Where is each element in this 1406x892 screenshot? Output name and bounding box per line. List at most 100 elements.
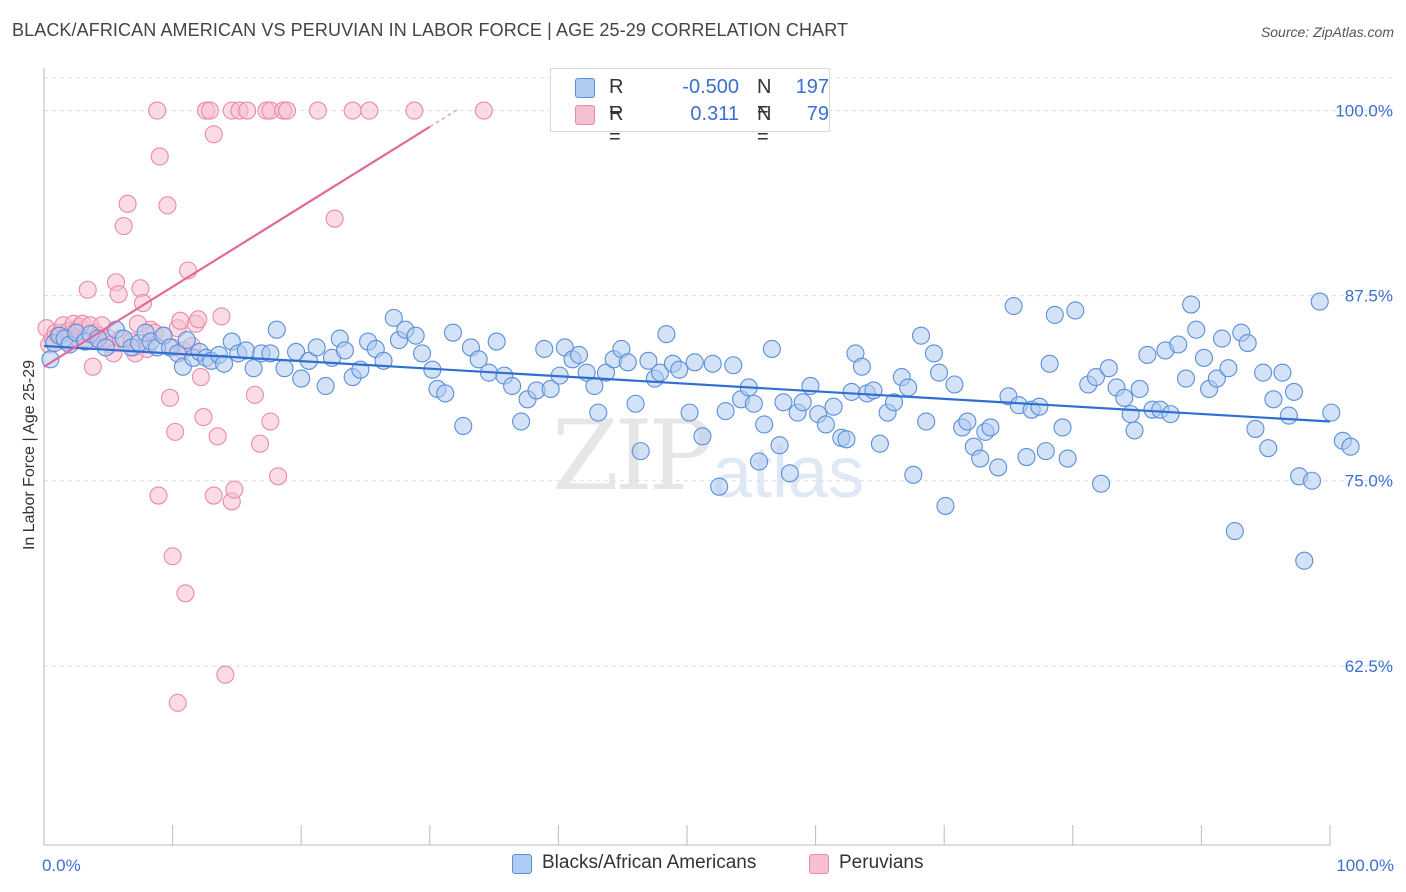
blacks-point [685,353,704,372]
blacks-point [1302,471,1322,490]
peruvians-point [158,196,177,215]
blacks-point [837,430,856,449]
peruvians-point [176,584,195,603]
peruvians-point [405,101,424,120]
blacks-point [1058,449,1077,468]
blacks-point [710,477,729,496]
blacks-point [1161,405,1180,424]
blacks-point [793,393,812,412]
peruvians-point [163,547,182,566]
blacks-point [261,344,280,363]
blacks-point [1279,406,1298,425]
blacks-point [816,415,835,434]
blacks-point [1030,397,1049,416]
blacks-point [657,325,676,344]
blacks-point [1115,388,1134,407]
peruvians-point [118,194,137,213]
blacks-point [945,375,964,394]
peruvians-point [308,101,327,120]
blacks-point [487,332,506,351]
peruvians-point [78,280,97,299]
blacks-point [569,345,589,364]
peruvians-trend-line [43,125,431,368]
correlation-legend: R = -0.500 N = 197 R = 0.311 N = 79 [550,68,830,148]
blacks-point [596,363,616,382]
blacks-point [744,394,763,413]
blacks-point [824,397,843,416]
peruvians-point [325,209,344,228]
peruvians-point [261,412,280,431]
blacks-point [1125,421,1144,440]
blacks-point [755,415,774,434]
peruvians-point [225,480,244,499]
blacks-point [1066,301,1085,320]
blacks-point [1295,551,1314,570]
peruvians-point [168,693,187,712]
blacks-point [1322,403,1341,422]
blacks-point [870,434,889,453]
blacks-point [930,363,949,382]
blacks-point [1092,474,1111,493]
blacks-point [1086,368,1105,387]
r-value: 0.311 [690,103,739,125]
r-value: -0.500 [682,76,739,98]
n-label: N = [757,76,772,121]
peruvians-point [109,285,128,304]
blacks-point [924,344,943,363]
blacks-point [1207,369,1226,388]
x-tick-label-min: 0.0% [42,856,81,875]
blacks-point [1254,363,1273,382]
peruvians-point [204,486,223,505]
peruvians-point [250,434,270,453]
blacks-point [589,403,608,422]
blacks-point [716,402,735,421]
blacks-point [1004,296,1023,316]
blacks-point [275,359,294,378]
blacks-point [335,341,354,360]
blacks-point [1259,439,1278,458]
blacks-point [1182,295,1201,314]
blacks-point [1264,390,1283,409]
peruvians-point [278,101,297,120]
blacks-point [384,308,403,327]
peruvians-point [191,368,210,387]
blacks-point [214,354,234,373]
blacks-point [884,393,904,412]
blacks-point [503,376,522,396]
blacks-point [1053,418,1072,437]
blacks-point [535,339,554,359]
blacks-point [852,357,871,376]
pink-swatch [809,854,829,874]
peruvians-point [208,427,227,446]
blacks-point [1219,359,1238,378]
blacks-point [1194,348,1214,367]
n-value: 79 [806,103,829,125]
peruvians-point [171,311,190,330]
blacks-point [307,338,326,357]
blacks-point [1341,437,1360,456]
peruvians-point [343,101,362,120]
blacks-point [703,354,722,373]
blacks-point [904,465,923,484]
source-credit: Source: ZipAtlas.com [1260,24,1394,40]
blacks-point [749,452,769,471]
blacks-point [762,339,781,359]
y-tick-label: 62.5% [1345,657,1393,676]
peruvians-point [114,217,133,236]
blacks-point [936,496,955,515]
peruvians-point [148,101,167,120]
pink-swatch [575,105,595,125]
blacks-point [1130,379,1149,398]
blacks-point [864,381,883,400]
peruvians-point [194,408,213,427]
blacks-point [774,393,793,412]
blacks-point [680,403,699,422]
peruvians-point [474,101,493,120]
peruvians-point [245,385,264,404]
peruvians-point [189,310,208,329]
y-tick-label: 100.0% [1335,102,1393,121]
n-value: 197 [795,76,829,98]
blacks-point [912,326,931,345]
blacks-point [971,449,990,468]
blacks-point [1017,448,1036,467]
